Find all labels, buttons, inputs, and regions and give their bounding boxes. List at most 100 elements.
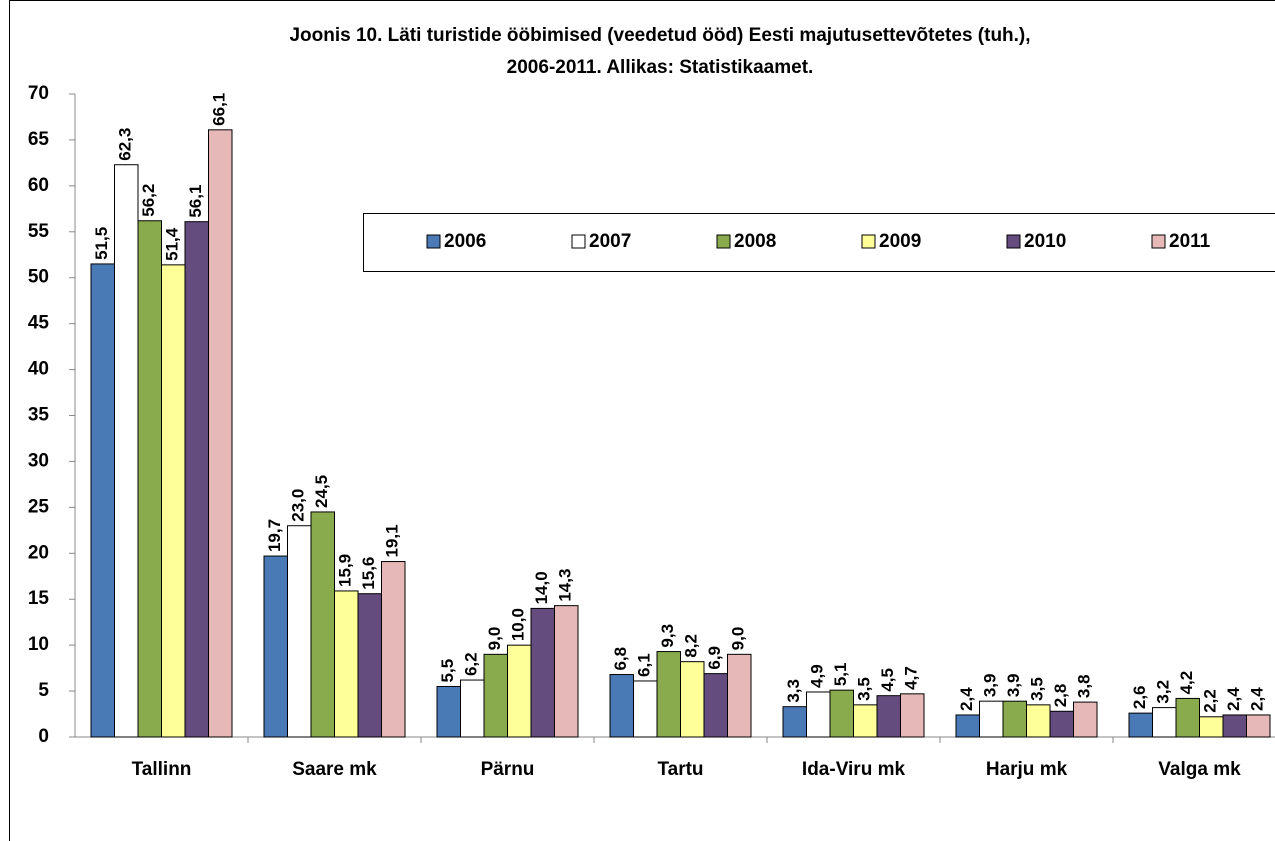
legend-swatch bbox=[426, 234, 441, 249]
data-label: 62,3 bbox=[116, 128, 135, 161]
x-tick-label: Tallinn bbox=[132, 759, 192, 780]
data-label: 3,2 bbox=[1154, 680, 1173, 704]
legend-label: 2009 bbox=[879, 231, 921, 252]
bar bbox=[876, 695, 901, 738]
bar bbox=[806, 691, 831, 738]
bar bbox=[782, 706, 807, 738]
data-label: 2,4 bbox=[1224, 687, 1243, 711]
bar bbox=[1002, 700, 1027, 738]
y-tick-label: 55 bbox=[28, 221, 50, 242]
y-tick-label: 15 bbox=[28, 588, 50, 609]
legend-label: 2010 bbox=[1024, 231, 1066, 252]
data-label: 9,0 bbox=[485, 627, 504, 651]
data-label: 2,6 bbox=[1130, 685, 1149, 709]
bar bbox=[334, 590, 359, 738]
bar bbox=[703, 673, 728, 738]
bar bbox=[853, 704, 878, 738]
data-label: 4,2 bbox=[1177, 671, 1196, 695]
bar bbox=[554, 605, 579, 738]
bar bbox=[184, 221, 209, 738]
y-tick-label: 30 bbox=[28, 450, 49, 471]
data-label: 14,0 bbox=[532, 571, 551, 604]
bar bbox=[114, 164, 139, 738]
bar bbox=[829, 689, 854, 738]
x-tick-label: Saare mk bbox=[292, 759, 377, 780]
legend-swatch bbox=[861, 234, 876, 249]
data-label: 56,1 bbox=[186, 185, 205, 218]
data-label: 15,6 bbox=[359, 557, 378, 590]
legend-label: 2008 bbox=[734, 231, 776, 252]
x-tick-label: Valga mk bbox=[1158, 759, 1241, 780]
data-label: 3,8 bbox=[1075, 674, 1094, 698]
legend-label: 2006 bbox=[444, 231, 486, 252]
legend-swatch bbox=[1006, 234, 1021, 249]
data-label: 24,5 bbox=[312, 475, 331, 508]
y-tick-label: 65 bbox=[28, 129, 50, 150]
bar bbox=[1128, 712, 1153, 738]
data-label: 3,5 bbox=[1028, 677, 1047, 701]
y-tick-label: 45 bbox=[28, 313, 50, 334]
bar bbox=[656, 651, 681, 738]
bar bbox=[436, 685, 461, 738]
data-label: 5,1 bbox=[831, 663, 850, 687]
bar bbox=[609, 674, 634, 738]
y-tick-label: 60 bbox=[28, 175, 49, 196]
legend-label: 2007 bbox=[589, 231, 631, 252]
data-label: 6,2 bbox=[462, 652, 481, 676]
bar bbox=[460, 679, 485, 738]
data-label: 6,8 bbox=[611, 647, 630, 671]
y-tick-label: 25 bbox=[28, 496, 50, 517]
legend-swatch bbox=[1151, 234, 1166, 249]
data-label: 4,7 bbox=[902, 666, 921, 690]
y-tick-label: 10 bbox=[28, 634, 49, 655]
bar bbox=[357, 593, 382, 738]
data-label: 9,0 bbox=[729, 627, 748, 651]
bar bbox=[1073, 701, 1098, 738]
bar bbox=[137, 220, 162, 738]
data-label: 14,3 bbox=[556, 569, 575, 602]
data-label: 3,5 bbox=[855, 677, 874, 701]
data-label: 9,3 bbox=[658, 624, 677, 648]
bar bbox=[680, 661, 705, 738]
data-label: 3,3 bbox=[784, 679, 803, 703]
chart-title: Joonis 10. Läti turistide ööbimised (vee… bbox=[289, 25, 1030, 46]
data-label: 19,7 bbox=[265, 519, 284, 552]
y-tick-label: 35 bbox=[28, 405, 50, 426]
legend-swatch bbox=[716, 234, 731, 249]
data-label: 2,8 bbox=[1051, 684, 1070, 708]
data-label: 2,4 bbox=[957, 687, 976, 711]
data-label: 51,4 bbox=[163, 227, 182, 261]
bar bbox=[955, 714, 980, 738]
bar bbox=[727, 653, 752, 738]
y-tick-label: 50 bbox=[28, 267, 49, 288]
data-label: 4,9 bbox=[808, 664, 827, 688]
data-label: 51,5 bbox=[92, 227, 111, 260]
bar bbox=[1152, 707, 1177, 738]
data-label: 6,1 bbox=[635, 653, 654, 677]
bar bbox=[1222, 714, 1247, 738]
bar bbox=[208, 129, 233, 738]
bar bbox=[507, 644, 532, 738]
data-label: 6,9 bbox=[705, 646, 724, 670]
x-tick-label: Harju mk bbox=[986, 759, 1068, 780]
data-label: 2,2 bbox=[1201, 689, 1220, 713]
legend-label: 2011 bbox=[1169, 231, 1211, 252]
bar bbox=[633, 680, 658, 738]
bar bbox=[263, 555, 288, 738]
bar bbox=[483, 653, 508, 738]
legend bbox=[363, 213, 1275, 272]
y-tick-label: 70 bbox=[28, 83, 49, 104]
y-tick-label: 20 bbox=[28, 542, 49, 563]
bar bbox=[1049, 710, 1074, 738]
bar bbox=[287, 525, 312, 738]
data-label: 8,2 bbox=[682, 634, 701, 658]
bar bbox=[381, 561, 406, 738]
y-tick-label: 40 bbox=[28, 359, 49, 380]
chart-title: 2006-2011. Allikas: Statistikaamet. bbox=[507, 57, 814, 78]
data-label: 2,4 bbox=[1248, 687, 1267, 711]
bar bbox=[90, 263, 115, 738]
bar bbox=[1026, 704, 1051, 738]
bar bbox=[900, 693, 925, 738]
data-label: 15,9 bbox=[336, 554, 355, 587]
